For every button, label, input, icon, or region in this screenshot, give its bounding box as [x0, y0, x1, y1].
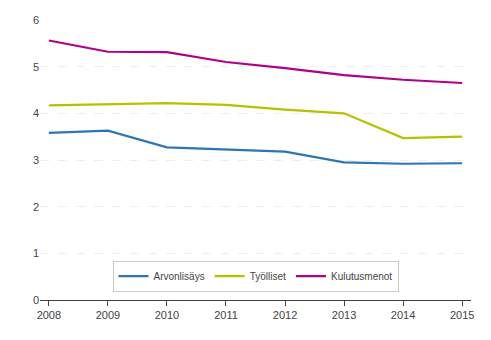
svg-text:0: 0 [33, 294, 39, 306]
svg-text:4: 4 [33, 107, 39, 119]
svg-text:Arvonlisäys: Arvonlisäys [154, 271, 205, 282]
svg-text:Kulutusmenot: Kulutusmenot [331, 271, 392, 282]
svg-text:1: 1 [33, 247, 39, 259]
svg-text:2015: 2015 [450, 309, 474, 321]
svg-text:2008: 2008 [37, 309, 61, 321]
svg-text:2010: 2010 [155, 309, 179, 321]
svg-text:2012: 2012 [273, 309, 297, 321]
svg-text:2014: 2014 [391, 309, 415, 321]
svg-text:2009: 2009 [96, 309, 120, 321]
svg-text:2: 2 [33, 201, 39, 213]
svg-text:2013: 2013 [332, 309, 356, 321]
svg-text:5: 5 [33, 61, 39, 73]
svg-text:Työlliset: Työlliset [250, 271, 286, 282]
svg-text:2011: 2011 [214, 309, 238, 321]
svg-text:6: 6 [33, 14, 39, 26]
svg-text:3: 3 [33, 154, 39, 166]
